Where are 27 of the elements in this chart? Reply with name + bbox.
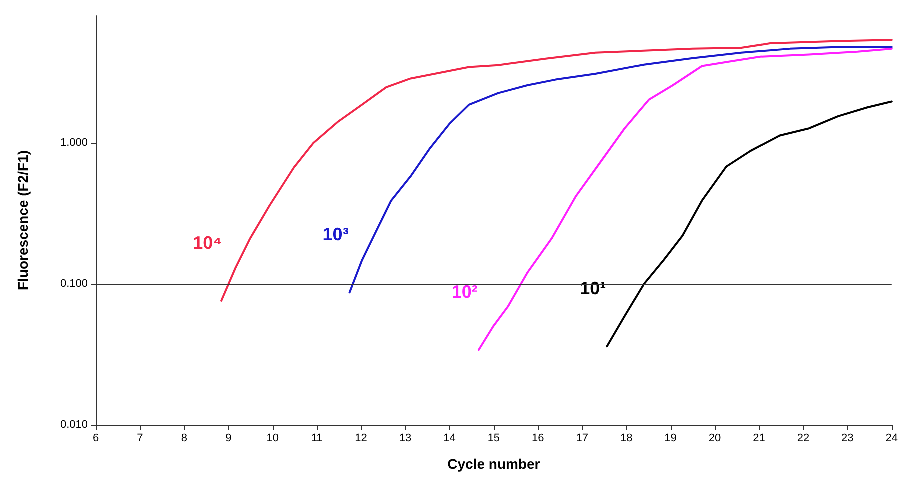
x-tick-label: 24 — [886, 432, 898, 444]
x-tick-label: 11 — [311, 432, 323, 444]
x-tick-label: 22 — [797, 432, 810, 444]
x-axis-title: Cycle number — [448, 456, 541, 472]
series-label: 10⁴ — [193, 232, 222, 253]
x-tick-label: 17 — [576, 432, 588, 444]
x-tick-label: 16 — [532, 432, 544, 444]
series-label: 10² — [452, 282, 478, 302]
x-tick-label: 12 — [355, 432, 368, 444]
x-tick-label: 20 — [708, 432, 722, 444]
x-tick-label: 23 — [842, 432, 854, 444]
x-tick-label: 10 — [266, 432, 279, 444]
x-tick-label: 13 — [399, 432, 412, 444]
y-tick-label: 0.010 — [60, 419, 88, 431]
x-tick-label: 14 — [444, 432, 456, 444]
x-tick-label: 8 — [181, 432, 188, 444]
y-axis-title: Fluorescence (F2/F1) — [15, 150, 31, 291]
x-tick-label: 15 — [488, 432, 500, 444]
x-tick-label: 6 — [92, 432, 100, 444]
x-tick-label: 9 — [226, 432, 232, 444]
series-label: 10³ — [322, 224, 349, 245]
x-tick-label: 19 — [664, 432, 677, 444]
y-tick-label: 0.100 — [60, 278, 88, 290]
y-tick-label: 1.000 — [60, 137, 88, 150]
x-tick-label: 18 — [620, 432, 633, 444]
x-tick-label: 7 — [137, 432, 144, 444]
x-tick-label: 21 — [753, 432, 766, 444]
